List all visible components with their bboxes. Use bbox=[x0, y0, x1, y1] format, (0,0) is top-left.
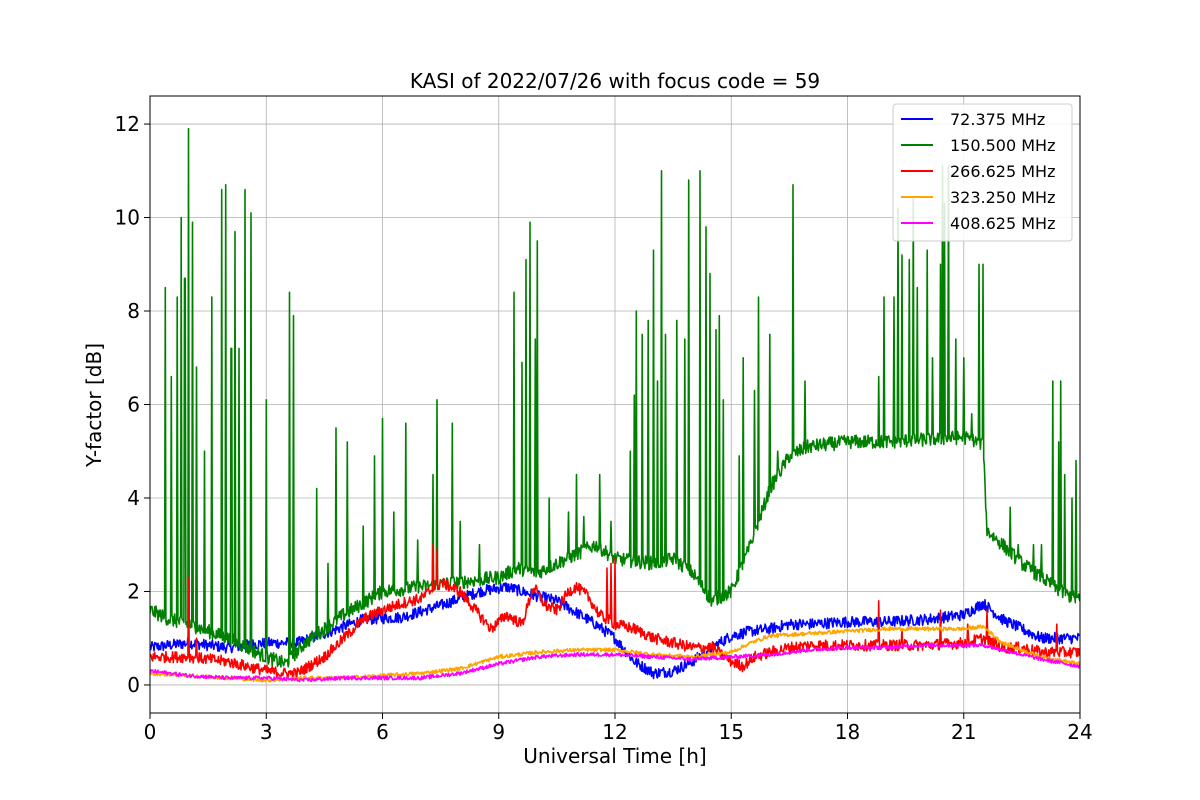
x-tick-label: 12 bbox=[602, 720, 627, 744]
legend: 72.375 MHz 150.500 MHz 266.625 MHz 323.250 … bbox=[892, 103, 1073, 242]
series-line-3 bbox=[150, 624, 1080, 683]
legend-box bbox=[892, 103, 1073, 242]
y-tick-label: 8 bbox=[127, 299, 140, 323]
x-tick-label: 15 bbox=[719, 720, 744, 744]
x-tick-label: 3 bbox=[260, 720, 273, 744]
legend-label: 266.625 MHz bbox=[950, 162, 1055, 181]
y-tick-label: 10 bbox=[115, 206, 140, 230]
series-line-4 bbox=[150, 642, 1080, 683]
legend-label: 408.625 MHz bbox=[950, 214, 1055, 233]
series-line-1 bbox=[150, 127, 1080, 668]
legend-label: 72.375 MHz bbox=[950, 110, 1045, 129]
x-tick-label: 21 bbox=[951, 720, 976, 744]
x-tick-label: 24 bbox=[1067, 720, 1092, 744]
x-tick-label: 6 bbox=[376, 720, 389, 744]
y-tick-label: 2 bbox=[127, 579, 140, 603]
x-tick-label: 18 bbox=[835, 720, 860, 744]
x-tick-label: 9 bbox=[492, 720, 505, 744]
x-tick-label: 0 bbox=[144, 720, 157, 744]
y-tick-label: 0 bbox=[127, 673, 140, 697]
y-tick-label: 4 bbox=[127, 486, 140, 510]
x-axis-label: Universal Time [h] bbox=[523, 744, 706, 768]
series-line-0 bbox=[150, 582, 1080, 680]
chart-title: KASI of 2022/07/26 with focus code = 59 bbox=[410, 69, 820, 93]
legend-label: 323.250 MHz bbox=[950, 188, 1055, 207]
legend-label: 150.500 MHz bbox=[950, 136, 1055, 155]
series-layer bbox=[150, 127, 1080, 683]
y-axis-label: Y-factor [dB] bbox=[82, 343, 106, 468]
y-tick-label: 12 bbox=[115, 112, 140, 136]
y-tick-label: 6 bbox=[127, 393, 140, 417]
